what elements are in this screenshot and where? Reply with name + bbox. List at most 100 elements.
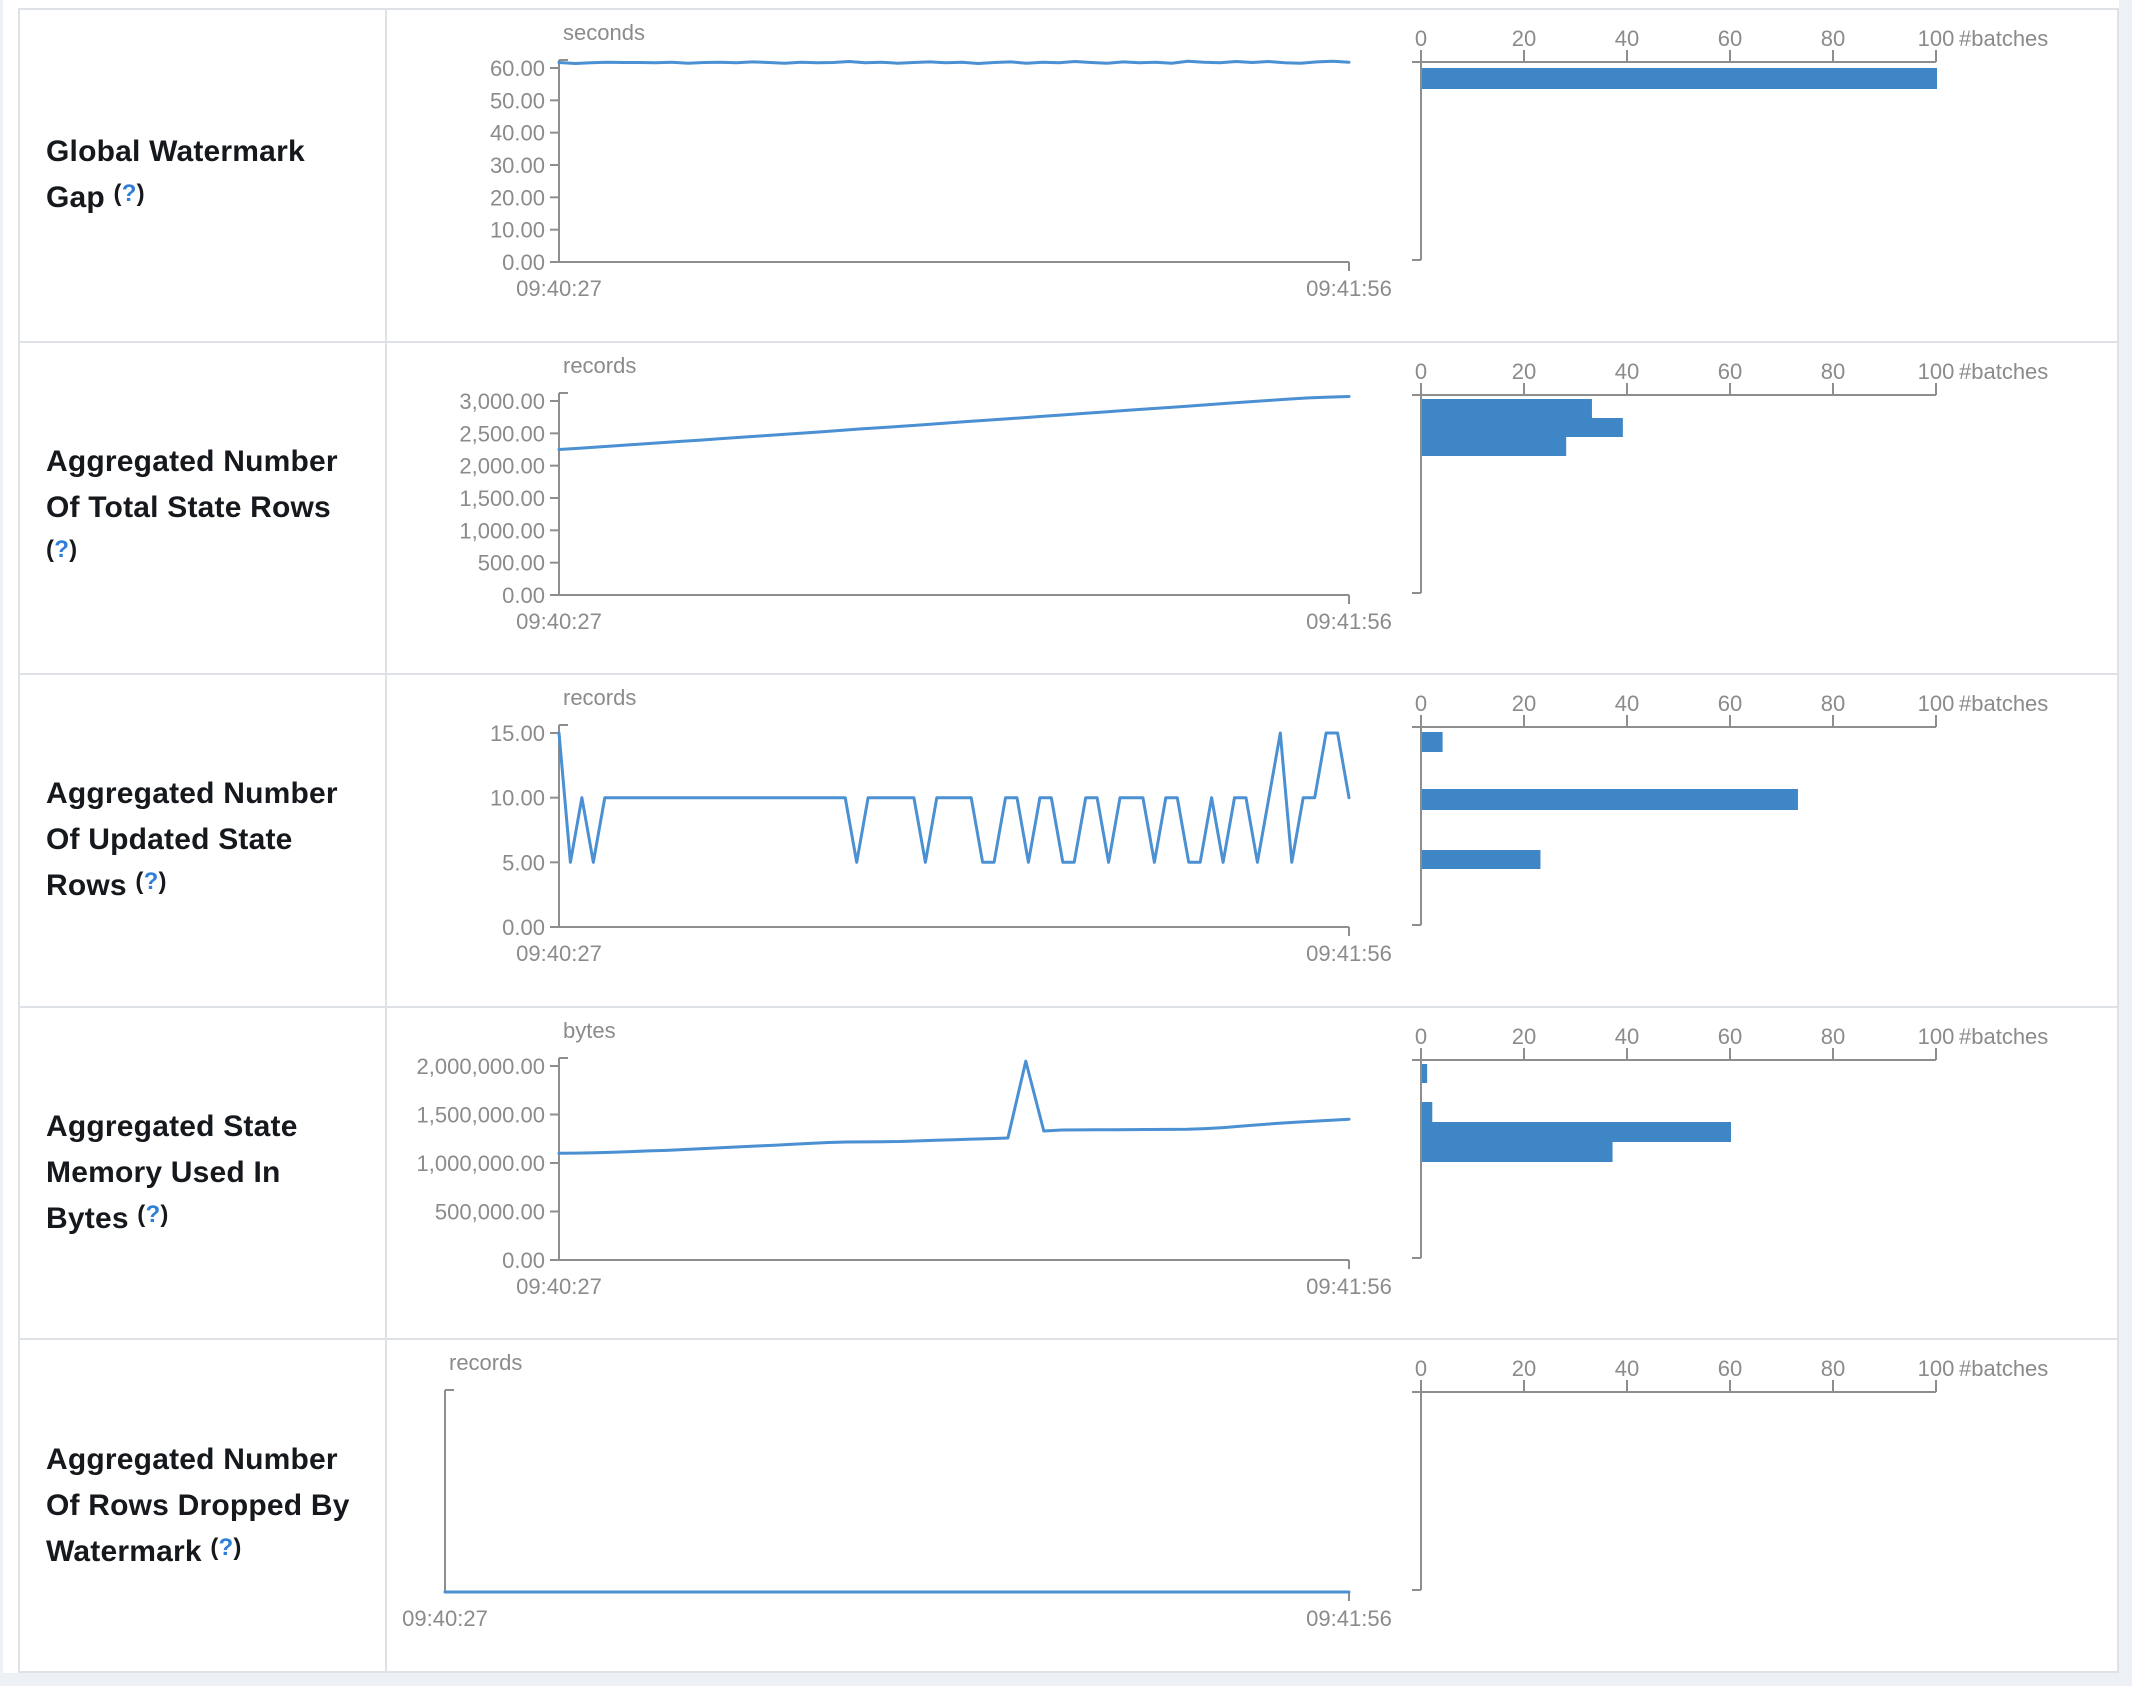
table-row: Aggregated Number Of Total State Rows (?… xyxy=(20,342,2117,676)
timeline-chart: seconds 60.00 50.00 40.00 30.00 20.00 10.00 0.0… xyxy=(490,20,1392,301)
svg-text:0.00: 0.00 xyxy=(502,1248,545,1273)
charts-cell: seconds 60.00 50.00 40.00 30.00 20.00 10.00 0.0… xyxy=(387,10,2117,341)
svg-text:100: 100 xyxy=(1918,1024,1955,1049)
metric-label-text: Aggregated Number Of Updated State Rows xyxy=(46,777,338,903)
svg-text:#batches: #batches xyxy=(1959,1024,2048,1049)
svg-text:20: 20 xyxy=(1512,1024,1536,1049)
histogram-bar xyxy=(1422,789,1798,811)
svg-text:0: 0 xyxy=(1415,1356,1427,1381)
svg-text:80: 80 xyxy=(1821,26,1845,51)
help-tooltip[interactable]: (?) xyxy=(114,180,145,207)
page-edge-bottom xyxy=(0,1673,2132,1686)
svg-text:50.00: 50.00 xyxy=(490,88,545,113)
metric-label: Global Watermark Gap (?) xyxy=(46,129,367,221)
help-tooltip[interactable]: (?) xyxy=(210,1534,241,1561)
svg-text:60.00: 60.00 xyxy=(490,56,545,81)
svg-text:20: 20 xyxy=(1512,691,1536,716)
histogram-bar xyxy=(1422,398,1592,418)
histogram-bar xyxy=(1422,417,1623,437)
table-row: Aggregated Number Of Rows Dropped By Wat… xyxy=(20,1340,2117,1671)
batches-histogram: 0 20 40 60 80 100 #batches xyxy=(1412,1356,2048,1592)
help-tooltip[interactable]: (?) xyxy=(46,536,77,563)
svg-text:2,500.00: 2,500.00 xyxy=(459,421,545,446)
svg-text:records: records xyxy=(563,685,636,710)
help-question-icon[interactable]: ? xyxy=(143,868,159,896)
svg-text:0: 0 xyxy=(1415,359,1427,384)
timeline-series-line xyxy=(557,1059,1351,1155)
svg-text:0: 0 xyxy=(1415,26,1427,51)
svg-text:100: 100 xyxy=(1918,691,1955,716)
help-question-icon[interactable]: ? xyxy=(54,535,70,563)
svg-text:80: 80 xyxy=(1821,1356,1845,1381)
histogram-bar xyxy=(1422,1141,1613,1162)
svg-text:30.00: 30.00 xyxy=(490,153,545,178)
svg-text:09:41:56: 09:41:56 xyxy=(1306,609,1392,634)
svg-text:09:41:56: 09:41:56 xyxy=(1306,276,1392,301)
page-edge-left xyxy=(0,0,3,1686)
histogram-bar xyxy=(1422,68,1937,89)
svg-text:1,000.00: 1,000.00 xyxy=(459,518,545,543)
help-tooltip[interactable]: (?) xyxy=(135,868,166,895)
help-question-icon[interactable]: ? xyxy=(218,1533,234,1561)
metric-label-cell: Aggregated Number Of Updated State Rows … xyxy=(20,675,387,1006)
svg-text:20: 20 xyxy=(1512,359,1536,384)
svg-text:0.00: 0.00 xyxy=(502,583,545,608)
svg-text:40: 40 xyxy=(1615,1356,1639,1381)
svg-text:#batches: #batches xyxy=(1959,691,2048,716)
svg-text:500.00: 500.00 xyxy=(478,550,545,575)
svg-text:3,000.00: 3,000.00 xyxy=(459,389,545,414)
svg-text:60: 60 xyxy=(1718,1356,1742,1381)
help-tooltip[interactable]: (?) xyxy=(137,1201,168,1228)
svg-text:#batches: #batches xyxy=(1959,1356,2048,1381)
page-edge-right xyxy=(2119,0,2132,1686)
charts-cell: bytes 2,000,000.00 1,500,000.00 1,000,000.0… xyxy=(387,1008,2117,1339)
metric-label-cell: Global Watermark Gap (?) xyxy=(20,10,387,341)
svg-text:09:40:27: 09:40:27 xyxy=(516,941,602,966)
svg-text:seconds: seconds xyxy=(563,20,645,45)
batches-histogram: 0 20 40 60 80 100 #batches xyxy=(1412,1024,2048,1259)
metric-label: Aggregated Number Of Total State Rows (?… xyxy=(46,439,367,577)
svg-text:09:41:56: 09:41:56 xyxy=(1306,1274,1392,1299)
svg-text:10.00: 10.00 xyxy=(490,786,545,811)
svg-text:40: 40 xyxy=(1615,26,1639,51)
help-question-icon[interactable]: ? xyxy=(121,180,137,208)
metric-label: Aggregated Number Of Updated State Rows … xyxy=(46,771,367,909)
metric-label-cell: Aggregated Number Of Rows Dropped By Wat… xyxy=(20,1340,387,1671)
help-paren-close: ) xyxy=(160,1201,169,1229)
svg-text:40: 40 xyxy=(1615,691,1639,716)
table-row: Aggregated State Memory Used In Bytes (?… xyxy=(20,1007,2117,1341)
svg-text:60: 60 xyxy=(1718,359,1742,384)
svg-text:60: 60 xyxy=(1718,26,1742,51)
histogram-bar xyxy=(1422,1063,1428,1083)
charts-cell: records 3,000.00 2,500.00 2,000.00 1,500.00 1… xyxy=(387,343,2117,674)
svg-text:20.00: 20.00 xyxy=(490,185,545,210)
svg-text:15.00: 15.00 xyxy=(490,721,545,746)
timeline-series-line xyxy=(557,59,1351,65)
help-paren-close: ) xyxy=(158,868,167,896)
histogram-bar xyxy=(1422,850,1541,870)
timeline-chart: records 09:40:27 09:41:56 xyxy=(402,1350,1392,1631)
help-paren-open: ( xyxy=(113,180,122,208)
metric-label-cell: Aggregated Number Of Total State Rows (?… xyxy=(20,342,387,674)
batches-histogram: 0 20 40 60 80 100 #batches xyxy=(1412,691,2048,927)
timeline-and-histogram-chart: records 3,000.00 2,500.00 2,000.00 1,500.00 1… xyxy=(459,353,2048,634)
svg-text:500,000.00: 500,000.00 xyxy=(435,1199,545,1224)
svg-text:records: records xyxy=(449,1350,522,1375)
svg-text:10.00: 10.00 xyxy=(490,218,545,243)
metric-label-text: Aggregated Number Of Rows Dropped By Wat… xyxy=(46,1442,350,1568)
svg-text:records: records xyxy=(563,353,636,378)
svg-text:60: 60 xyxy=(1718,691,1742,716)
svg-text:bytes: bytes xyxy=(563,1018,616,1043)
metric-label-cell: Aggregated State Memory Used In Bytes (?… xyxy=(20,1007,387,1339)
timeline-and-histogram-chart: records 09:40:27 09:41:56 0 20 40 60 80 100 #batc… xyxy=(402,1350,2048,1631)
svg-text:0: 0 xyxy=(1415,691,1427,716)
help-question-icon[interactable]: ? xyxy=(145,1201,161,1229)
svg-text:#batches: #batches xyxy=(1959,359,2048,384)
svg-text:40: 40 xyxy=(1615,359,1639,384)
batches-histogram: 0 20 40 60 80 100 #batches xyxy=(1412,26,2048,261)
svg-text:100: 100 xyxy=(1918,359,1955,384)
histogram-bar xyxy=(1422,436,1567,456)
